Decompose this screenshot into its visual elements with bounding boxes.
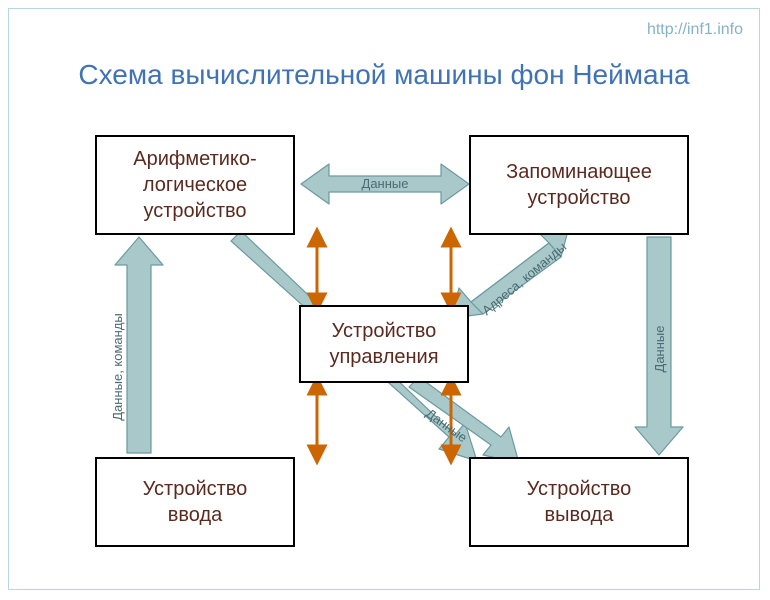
node-output: Устройствовывода bbox=[469, 457, 689, 547]
diagram-title: Схема вычислительной машины фон Неймана bbox=[9, 59, 759, 91]
label-memory-output: Данные bbox=[652, 326, 667, 373]
label-input-alu: Данные, команды bbox=[110, 313, 125, 421]
arrow-alu-memory bbox=[301, 164, 469, 204]
label-control-output: Данные bbox=[423, 405, 470, 445]
source-url: http://inf1.info bbox=[647, 21, 743, 39]
arrow-memory-output bbox=[635, 237, 683, 455]
label-alu-memory: Данные bbox=[362, 176, 409, 191]
arrow-input-alu-clean bbox=[115, 237, 163, 453]
node-input: Устройствоввода bbox=[95, 457, 295, 547]
node-control: Устройствоуправления bbox=[299, 305, 469, 383]
node-alu: Арифметико-логическоеустройство bbox=[95, 135, 295, 235]
arrow-control-output bbox=[409, 377, 519, 463]
diagram-frame: http://inf1.info Схема вычислительной ма… bbox=[8, 8, 760, 590]
label-control-memory: Адреса, команды bbox=[479, 239, 569, 318]
node-memory: Запоминающееустройство bbox=[469, 135, 689, 235]
